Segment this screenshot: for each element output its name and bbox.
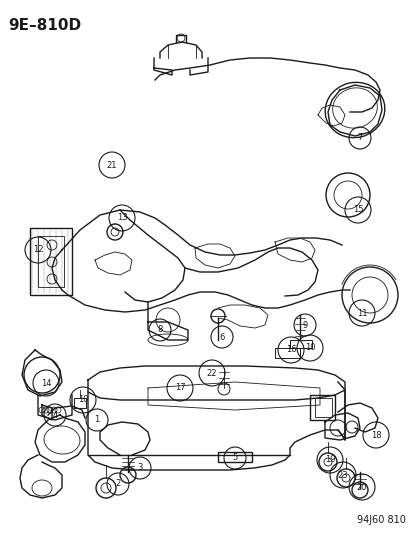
Text: 16: 16 — [285, 345, 296, 354]
Text: 11: 11 — [356, 309, 366, 318]
Text: 15: 15 — [352, 206, 362, 214]
Text: 7: 7 — [356, 133, 362, 142]
Text: 4: 4 — [52, 410, 57, 419]
Text: 19: 19 — [324, 456, 335, 464]
Text: 2: 2 — [115, 480, 120, 489]
Text: 13: 13 — [116, 214, 127, 222]
Text: 9E–810D: 9E–810D — [8, 18, 81, 33]
Text: 94J60 810: 94J60 810 — [356, 515, 405, 525]
Text: 12: 12 — [33, 246, 43, 254]
Text: 10: 10 — [304, 343, 314, 352]
Text: 9: 9 — [301, 320, 307, 329]
Text: 22: 22 — [206, 368, 217, 377]
Text: 3: 3 — [137, 464, 142, 472]
Text: 14: 14 — [40, 378, 51, 387]
Text: 5: 5 — [232, 454, 237, 463]
Text: 8: 8 — [157, 326, 162, 335]
Text: 18: 18 — [370, 431, 380, 440]
Text: 17: 17 — [174, 384, 185, 392]
Text: 6: 6 — [219, 333, 224, 342]
Text: 23: 23 — [337, 471, 347, 480]
Text: 10: 10 — [78, 395, 88, 405]
Text: 1: 1 — [94, 416, 100, 424]
Text: 20: 20 — [356, 482, 366, 491]
Text: 21: 21 — [107, 160, 117, 169]
